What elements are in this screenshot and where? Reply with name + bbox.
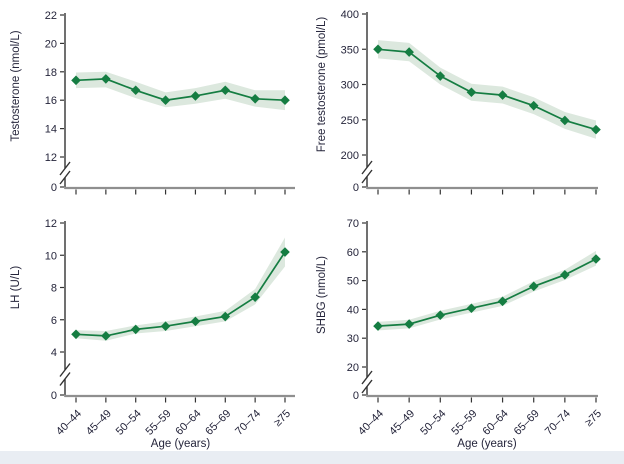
confidence-band — [378, 40, 596, 139]
shbg-chart: 70 60 50 40 30 20 0 40–44 45–49 50–54 55–59 60–64 65… — [316, 218, 604, 450]
x-axis-title: Age (years) — [151, 438, 211, 450]
data-point-marker — [560, 270, 570, 280]
x-tick-label: 60–64 — [481, 408, 511, 438]
y-tick-label: 350 — [341, 44, 359, 56]
y-tick-label: 50 — [347, 276, 359, 288]
axis-break-icon — [59, 372, 71, 386]
axis-break-icon — [59, 170, 71, 185]
series-line — [377, 48, 597, 131]
data-point-marker — [101, 74, 111, 84]
data-point-marker — [497, 296, 508, 307]
data-point-marker — [220, 85, 231, 96]
y-tick-label: 22 — [45, 10, 57, 22]
axis-break-icon — [361, 160, 373, 175]
series-line — [377, 258, 597, 327]
data-point-marker — [373, 321, 383, 331]
y-tick-label: 300 — [341, 80, 359, 92]
testosterone-chart: 22 20 18 16 14 12 0 Testosterone (nmol/L) — [10, 10, 295, 195]
free-testosterone-chart: 400 350 300 250 200 0 Free testosterone (pmol/… — [316, 9, 601, 195]
x-tick-label: 40–44 — [356, 408, 386, 438]
confidence-band — [76, 71, 285, 111]
y-tick-label: 200 — [341, 150, 359, 162]
x-tick-label: 70–74 — [233, 408, 263, 438]
y-tick-label: 12 — [45, 152, 57, 164]
y-tick-label: 70 — [347, 218, 359, 230]
y-tick-label: 250 — [341, 115, 359, 127]
confidence-band — [378, 250, 596, 331]
x-tick-label: 65–69 — [203, 408, 233, 438]
y-axis-title: LH (U/L) — [10, 266, 22, 310]
y-axis-title: Free testosterone (pmol/L) — [316, 17, 328, 153]
confidence-band — [76, 237, 285, 341]
y-zero-label: 0 — [353, 390, 359, 402]
data-point-marker — [435, 71, 446, 81]
y-tick-label: 10 — [45, 250, 57, 262]
x-tick-label: 65–69 — [512, 408, 542, 438]
series-line — [75, 251, 286, 337]
y-tick-label: 400 — [341, 9, 359, 21]
y-tick-label: 20 — [347, 362, 359, 374]
y-tick-label: 16 — [45, 95, 57, 107]
data-point-marker — [101, 331, 111, 341]
axis-break-icon — [59, 363, 71, 377]
axis-break-icon — [59, 161, 71, 176]
page-bottom-edge — [0, 451, 624, 464]
x-axis-title: Age (years) — [457, 438, 517, 450]
data-point-marker — [280, 95, 290, 105]
axis-break-icon — [361, 370, 373, 385]
y-tick-label: 4 — [51, 347, 57, 359]
y-zero-label: 0 — [51, 182, 57, 194]
x-tick-label: 70–74 — [543, 408, 573, 438]
x-tick-label: 45–49 — [84, 408, 114, 438]
y-tick-label: 18 — [45, 67, 57, 79]
y-tick-label: 14 — [45, 124, 57, 136]
y-tick-label: 20 — [45, 38, 57, 50]
data-point-marker — [190, 91, 201, 101]
y-tick-label: 40 — [347, 304, 359, 316]
data-point-marker — [160, 321, 171, 331]
data-point-marker — [190, 316, 201, 327]
y-tick-label: 30 — [347, 333, 359, 345]
data-point-marker — [466, 87, 477, 98]
x-tick-label: 50–54 — [418, 408, 448, 438]
data-point-marker — [280, 247, 290, 257]
data-point-marker — [497, 90, 508, 100]
y-axis-title: SHBG (nmol/L) — [316, 256, 328, 334]
x-tick-label: 60–64 — [173, 408, 203, 438]
axis-break-icon — [361, 379, 373, 394]
x-tick-label: 50–54 — [114, 408, 144, 438]
y-tick-label: 60 — [347, 247, 359, 259]
axis-break-icon — [361, 169, 373, 184]
data-point-marker — [560, 115, 570, 126]
y-zero-label: 0 — [353, 182, 359, 194]
x-tick-label: 55–59 — [449, 408, 479, 438]
y-zero-label: 0 — [51, 390, 57, 402]
data-point-marker — [160, 95, 171, 105]
x-tick-label: ≥75 — [583, 408, 604, 429]
y-tick-label: 8 — [51, 283, 57, 295]
lh-chart: 12 10 8 6 4 0 40–44 45–49 50–54 55–59 60–64 65–69 70… — [10, 218, 295, 450]
data-point-marker — [466, 303, 477, 314]
y-tick-label: 6 — [51, 315, 57, 327]
x-tick-label: 55–59 — [144, 408, 174, 438]
y-axis-title: Testosterone (nmol/L) — [10, 30, 22, 141]
series-line — [75, 78, 286, 102]
x-tick-label: 45–49 — [387, 408, 417, 438]
y-tick-label: 12 — [45, 218, 57, 230]
data-point-marker — [130, 85, 141, 96]
data-point-marker — [71, 75, 81, 86]
data-point-marker — [528, 281, 539, 292]
data-point-marker — [373, 44, 383, 55]
data-point-marker — [528, 100, 539, 111]
x-tick-label: ≥75 — [272, 408, 293, 429]
data-point-marker — [250, 93, 260, 104]
x-tick-label: 40–44 — [54, 408, 84, 438]
